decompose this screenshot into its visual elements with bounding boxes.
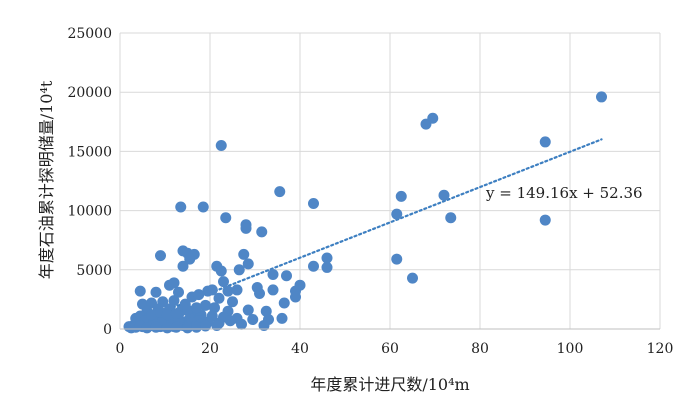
data-points [123,91,607,334]
data-point [238,248,250,260]
x-tick-label: 120 [647,341,674,357]
x-tick-label: 80 [471,341,489,357]
y-tick-label: 15000 [67,144,112,160]
data-point [182,322,193,334]
data-point [236,318,247,330]
x-tick-label: 0 [116,341,125,357]
data-point [193,289,205,301]
x-axis-title: 年度累计进尺数/10⁴m [310,375,469,394]
x-tick-label: 40 [291,341,309,357]
data-point [395,190,407,202]
data-point [242,258,254,270]
data-point [308,260,319,272]
data-point [247,314,259,326]
data-point [240,222,252,234]
data-point [596,91,607,103]
data-point [231,284,243,296]
data-point [391,253,403,265]
y-tick-label: 10000 [67,204,112,220]
data-point [150,286,162,298]
data-point [161,322,173,334]
data-point [254,287,265,299]
data-point [191,321,202,333]
y-tick-label: 0 [103,322,112,338]
data-point [197,201,209,213]
data-point [420,118,432,130]
data-point [175,201,187,213]
data-point [276,312,288,324]
data-point [211,319,223,331]
data-point [391,208,403,220]
x-tick-label: 60 [381,341,399,357]
data-point [168,295,180,307]
data-point [258,319,270,331]
data-point [290,291,301,303]
data-point [267,269,279,281]
data-point [218,276,229,288]
y-tick-label: 20000 [67,85,112,101]
data-point [407,272,418,284]
data-point [256,226,268,238]
data-point [184,253,196,265]
data-point [191,302,202,314]
data-point [242,304,254,316]
data-point [215,265,227,277]
data-point [224,315,236,327]
data-point [213,292,225,304]
grid [119,32,661,330]
x-tick-label: 20 [201,341,219,357]
data-point [445,212,457,224]
data-point [177,260,189,272]
data-point [209,302,220,314]
trendline-layer [134,138,603,324]
data-point [168,277,180,289]
data-point [438,189,450,201]
data-point [206,284,218,296]
data-point [170,321,182,333]
data-point [308,197,319,209]
data-point [173,286,184,298]
data-point [278,297,290,309]
data-point [200,320,211,332]
data-point [539,136,551,148]
data-point [227,296,238,308]
data-point [321,252,333,264]
data-point [200,299,211,311]
y-tick-label: 25000 [67,26,112,42]
y-axis-title: 年度石油累计探明储量/10⁴t [37,80,56,279]
data-point [146,309,157,321]
data-point [141,322,153,334]
data-point [539,214,551,226]
data-point [267,284,279,296]
data-point [220,212,232,224]
data-point [134,285,146,297]
data-point [321,261,333,273]
data-point [233,264,245,276]
trendline-equation: y = 149.16x + 52.36 [485,184,643,202]
y-tick-label: 5000 [76,263,112,279]
data-point [222,285,234,297]
data-point [215,139,227,151]
data-point [161,309,173,321]
data-point [260,305,272,317]
data-point [150,321,162,333]
data-point [155,250,166,262]
trendline [134,138,603,324]
data-point [281,270,292,282]
data-point [274,186,286,198]
x-tick-label: 100 [557,341,584,357]
data-point [170,308,182,320]
axes: 0 20 40 60 80 100 120 0 5000 10000 15000 20000 25000 [67,26,673,357]
data-point [182,304,193,316]
